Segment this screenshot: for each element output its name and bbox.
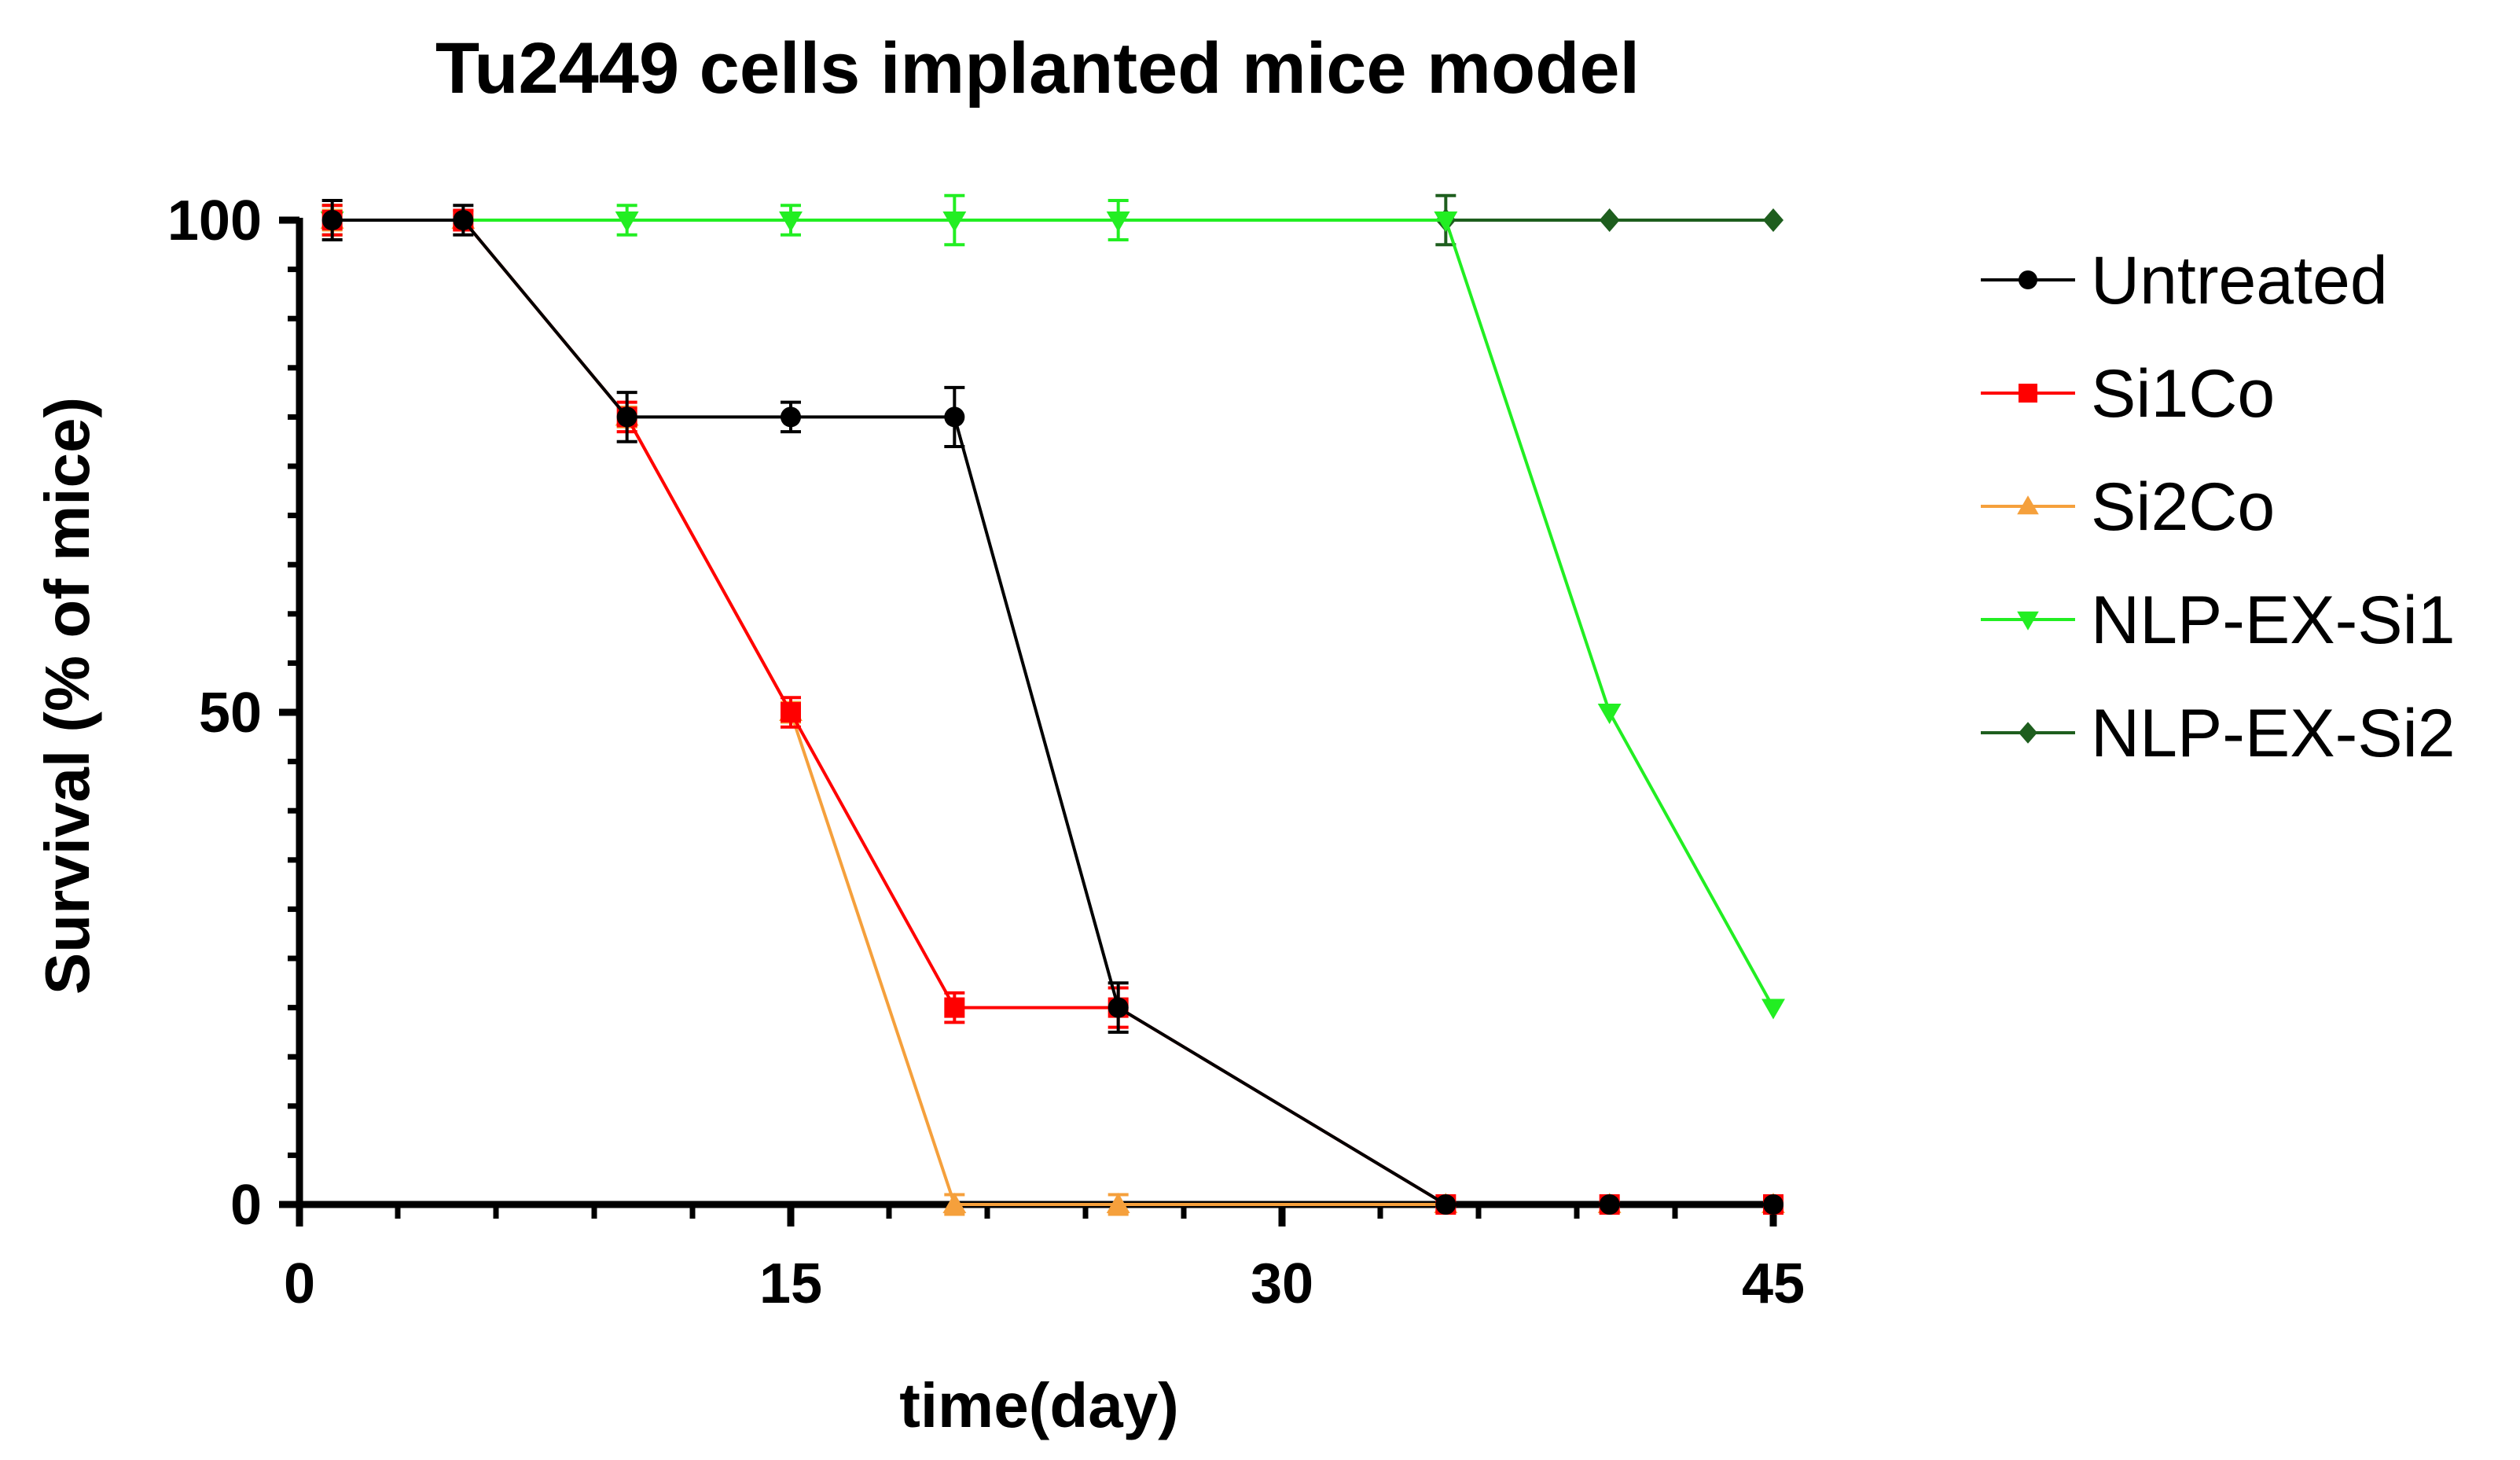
data-point-nlp-ex-si1 — [1434, 211, 1458, 232]
data-point-nlp-ex-si1 — [1597, 703, 1622, 724]
legend-item-nlp-ex-si2: NLP-EX-Si2 — [1981, 696, 2456, 771]
data-point-nlp-ex-si1 — [1106, 211, 1130, 232]
series-si1co — [321, 204, 1783, 1215]
legend-label: Si2Co — [2091, 469, 2275, 545]
data-point-si1co — [944, 997, 965, 1018]
chart-title: Tu2449 cells implanted mice model — [435, 28, 1640, 108]
series-line-nlp-ex-si1 — [332, 219, 1775, 1009]
data-point-untreated — [453, 210, 474, 230]
data-point-untreated — [616, 406, 637, 428]
legend-label: NLP-EX-Si2 — [2091, 696, 2456, 771]
data-point-untreated — [1108, 997, 1129, 1018]
data-point-nlp-ex-si1 — [779, 211, 803, 232]
data-point-nlp-ex-si2 — [1599, 208, 1620, 232]
x-tick-label: 0 — [284, 1252, 315, 1315]
y-tick-label: 100 — [167, 189, 262, 252]
data-point-untreated — [944, 406, 965, 428]
data-point-untreated — [781, 406, 801, 428]
axes: 0 50 100 0 15 30 45 — [167, 189, 1805, 1315]
legend-label: Si1Co — [2091, 356, 2275, 432]
legend-marker — [2019, 384, 2037, 403]
data-point-nlp-ex-si1 — [615, 211, 639, 232]
series-untreated — [321, 198, 1783, 1215]
legend-marker — [2017, 611, 2039, 631]
x-tick-label: 30 — [1251, 1252, 1313, 1315]
data-point-untreated — [1435, 1194, 1457, 1215]
data-point-si2co — [942, 1193, 967, 1214]
legend-marker — [2019, 722, 2037, 744]
x-tick-label: 45 — [1742, 1252, 1805, 1315]
legend-item-untreated: Untreated — [1981, 243, 2388, 318]
legend-marker — [2019, 270, 2037, 289]
series-line-si2co — [332, 219, 1773, 1206]
legend: Untreated Si1Co Si2Co NLP-EX-Si1 NLP-EX-Si2 — [1981, 243, 2456, 771]
series-nlp-ex-si1 — [320, 193, 1785, 1020]
data-point-untreated — [321, 210, 343, 230]
series-line-si1co — [332, 219, 1773, 1206]
data-point-si1co — [781, 702, 801, 723]
data-point-si2co — [1106, 1193, 1130, 1214]
legend-marker — [2017, 495, 2039, 515]
legend-item-nlp-ex-si1: NLP-EX-Si1 — [1981, 583, 2456, 658]
legend-item-si2co: Si2Co — [1981, 469, 2275, 545]
x-tick-label: 15 — [759, 1252, 822, 1315]
data-point-nlp-ex-si1 — [1761, 998, 1785, 1020]
legend-label: Untreated — [2091, 243, 2388, 318]
y-axis-label: Survival (% of mice) — [32, 397, 102, 995]
data-point-untreated — [1599, 1194, 1620, 1215]
data-point-untreated — [1763, 1194, 1783, 1215]
data-point-nlp-ex-si1 — [942, 211, 967, 232]
y-tick-label: 50 — [199, 682, 262, 745]
series-line-untreated — [332, 219, 1773, 1206]
legend-item-si1co: Si1Co — [1981, 356, 2275, 432]
x-axis-label: time(day) — [899, 1370, 1179, 1440]
legend-label: NLP-EX-Si1 — [2091, 583, 2456, 658]
series-si2co — [320, 208, 1785, 1216]
data-point-nlp-ex-si2 — [1763, 208, 1783, 232]
y-tick-label: 0 — [230, 1174, 262, 1237]
plot-area — [320, 193, 1785, 1216]
